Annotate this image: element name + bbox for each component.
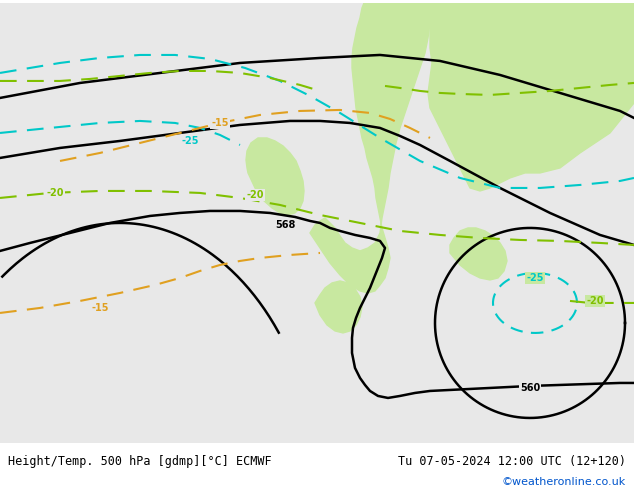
Text: -15: -15 [211, 118, 229, 128]
Text: -25: -25 [526, 273, 544, 283]
Polygon shape [428, 3, 634, 191]
Text: ©weatheronline.co.uk: ©weatheronline.co.uk [501, 477, 626, 487]
Text: -20: -20 [46, 188, 64, 198]
Text: 568: 568 [275, 220, 295, 230]
Polygon shape [246, 138, 304, 215]
Text: -20: -20 [586, 296, 604, 306]
Text: -15: -15 [91, 303, 109, 313]
Polygon shape [315, 281, 362, 333]
Polygon shape [450, 228, 507, 280]
Polygon shape [310, 3, 430, 293]
Text: Height/Temp. 500 hPa [gdmp][°C] ECMWF: Height/Temp. 500 hPa [gdmp][°C] ECMWF [8, 455, 271, 468]
Polygon shape [438, 3, 634, 101]
Text: -25: -25 [181, 136, 198, 146]
Text: -20: -20 [246, 190, 264, 200]
Text: 560: 560 [520, 383, 540, 393]
Text: Tu 07-05-2024 12:00 UTC (12+120): Tu 07-05-2024 12:00 UTC (12+120) [398, 455, 626, 468]
